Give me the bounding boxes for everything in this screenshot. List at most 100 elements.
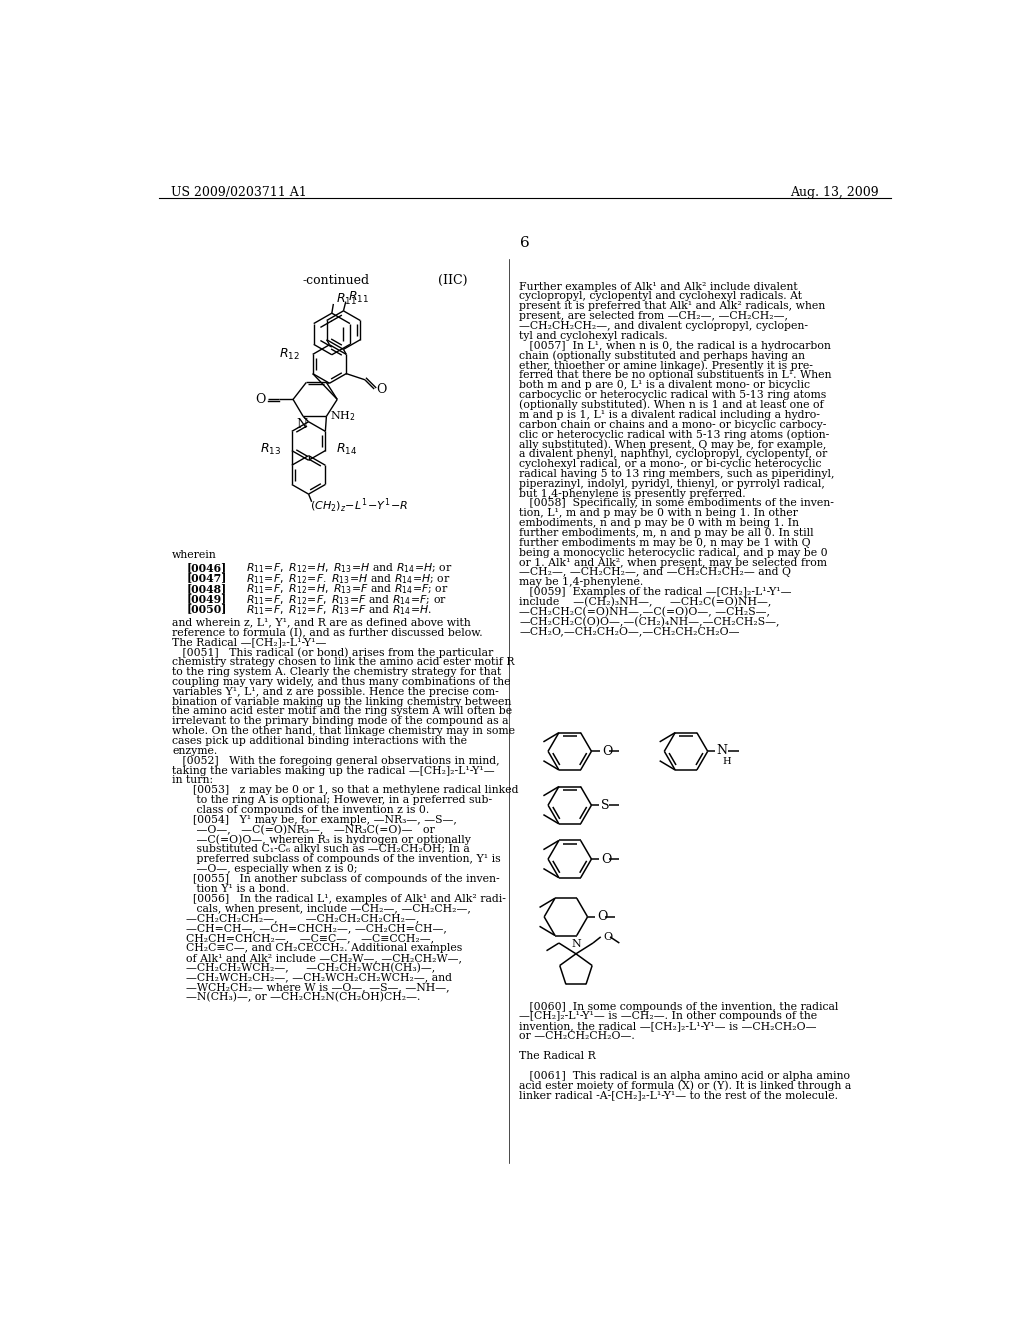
Text: —CH₂CH₂CH₂—, and divalent cyclopropyl, cyclopen-: —CH₂CH₂CH₂—, and divalent cyclopropyl, c…: [519, 321, 808, 331]
Text: enzyme.: enzyme.: [172, 746, 217, 756]
Text: [0046]: [0046]: [187, 562, 227, 573]
Text: to the ring A is optional; However, in a preferred sub-: to the ring A is optional; However, in a…: [172, 795, 493, 805]
Text: preferred subclass of compounds of the invention, Y¹ is: preferred subclass of compounds of the i…: [172, 854, 501, 865]
Text: CH₂CH=CHCH₂—,   —C≡C—,   —C≡CCH₂—,: CH₂CH=CHCH₂—, —C≡C—, —C≡CCH₂—,: [172, 933, 434, 942]
Text: the amino acid ester motif and the ring system A will often be: the amino acid ester motif and the ring …: [172, 706, 512, 717]
Text: $R_{11}\!=\!F,$ $R_{12}\!=\!H,$ $R_{13}\!=\!F$ and $R_{14}\!=\!F$; or: $R_{11}\!=\!F,$ $R_{12}\!=\!H,$ $R_{13}\…: [246, 582, 449, 597]
Text: may be 1,4-phenylene.: may be 1,4-phenylene.: [519, 577, 644, 587]
Text: ally substituted). When present, Q may be, for example,: ally substituted). When present, Q may b…: [519, 440, 826, 450]
Text: $R_{11}\!=\!F,$ $R_{12}\!=\!F,$ $R_{13}\!=\!F$ and $R_{14}\!=\!H$.: $R_{11}\!=\!F,$ $R_{12}\!=\!F,$ $R_{13}\…: [246, 603, 432, 618]
Text: cyclohexyl radical, or a mono-, or bi-cyclic heterocyclic: cyclohexyl radical, or a mono-, or bi-cy…: [519, 459, 822, 469]
Text: $(CH_2)_z\!-\!L^1\!-\!Y^1\!-\!R$: $(CH_2)_z\!-\!L^1\!-\!Y^1\!-\!R$: [310, 496, 409, 515]
Text: —CH₂WCH₂CH₂—, —CH₂WCH₂CH₂WCH₂—, and: —CH₂WCH₂CH₂—, —CH₂WCH₂CH₂WCH₂—, and: [172, 973, 453, 982]
Text: [0051]   This radical (or bond) arises from the particular: [0051] This radical (or bond) arises fro…: [172, 647, 494, 657]
Text: present, are selected from —CH₂—, —CH₂CH₂—,: present, are selected from —CH₂—, —CH₂CH…: [519, 312, 788, 321]
Text: —N(CH₃)—, or —CH₂CH₂N(CH₂OH)CH₂—.: —N(CH₃)—, or —CH₂CH₂N(CH₂OH)CH₂—.: [172, 993, 421, 1003]
Text: —CH₂CH₂WCH₂—,     —CH₂CH₂WCH(CH₃)—,: —CH₂CH₂WCH₂—, —CH₂CH₂WCH(CH₃)—,: [172, 962, 435, 973]
Text: The Radical R: The Radical R: [519, 1051, 596, 1061]
Text: cyclopropyl, cyclopentyl and cyclohexyl radicals. At: cyclopropyl, cyclopentyl and cyclohexyl …: [519, 292, 803, 301]
Text: -continued: -continued: [302, 273, 370, 286]
Text: include    —(CH₂)₃NH—,     —CH₂C(=O)NH—,: include —(CH₂)₃NH—, —CH₂C(=O)NH—,: [519, 597, 772, 607]
Text: carbocyclic or heterocyclic radical with 5-13 ring atoms: carbocyclic or heterocyclic radical with…: [519, 389, 826, 400]
Text: both m and p are 0, L¹ is a divalent mono- or bicyclic: both m and p are 0, L¹ is a divalent mon…: [519, 380, 810, 391]
Text: —[CH₂]₂-L¹-Y¹— is —CH₂—. In other compounds of the: —[CH₂]₂-L¹-Y¹— is —CH₂—. In other compou…: [519, 1011, 817, 1022]
Text: chemistry strategy chosen to link the amino acid ester motif R: chemistry strategy chosen to link the am…: [172, 657, 515, 667]
Text: [0057]  In L¹, when n is 0, the radical is a hydrocarbon: [0057] In L¹, when n is 0, the radical i…: [519, 341, 831, 351]
Text: S: S: [601, 799, 609, 812]
Text: [0048]: [0048]: [187, 582, 227, 594]
Text: US 2009/0203711 A1: US 2009/0203711 A1: [171, 186, 306, 199]
Text: chain (optionally substituted and perhaps having an: chain (optionally substituted and perhap…: [519, 351, 805, 362]
Text: tion Y¹ is a bond.: tion Y¹ is a bond.: [172, 884, 290, 894]
Text: substituted C₁-C₆ alkyl such as —CH₂CH₂OH; In a: substituted C₁-C₆ alkyl such as —CH₂CH₂O…: [172, 845, 470, 854]
Text: or 1. Alk¹ and Alk², when present, may be selected from: or 1. Alk¹ and Alk², when present, may b…: [519, 557, 827, 568]
Text: taking the variables making up the radical —[CH₂]₂-L¹-Y¹—: taking the variables making up the radic…: [172, 766, 495, 776]
Text: N: N: [296, 418, 307, 430]
Text: whole. On the other hand, that linkage chemistry may in some: whole. On the other hand, that linkage c…: [172, 726, 515, 737]
Text: [0053]   z may be 0 or 1, so that a methylene radical linked: [0053] z may be 0 or 1, so that a methyl…: [172, 785, 519, 795]
Text: [0060]  In some compounds of the invention, the radical: [0060] In some compounds of the inventio…: [519, 1002, 839, 1011]
Text: tion, L¹, m and p may be 0 with n being 1. In other: tion, L¹, m and p may be 0 with n being …: [519, 508, 799, 519]
Text: O: O: [597, 911, 607, 924]
Text: —O—, especially when z is 0;: —O—, especially when z is 0;: [172, 865, 357, 874]
Text: [0052]   With the foregoing general observations in mind,: [0052] With the foregoing general observ…: [172, 755, 500, 766]
Text: carbon chain or chains and a mono- or bicyclic carbocy-: carbon chain or chains and a mono- or bi…: [519, 420, 826, 429]
Text: embodiments, n and p may be 0 with m being 1. In: embodiments, n and p may be 0 with m bei…: [519, 519, 800, 528]
Text: ferred that there be no optional substituents in L¹. When: ferred that there be no optional substit…: [519, 371, 831, 380]
Text: present it is preferred that Alk¹ and Alk² radicals, when: present it is preferred that Alk¹ and Al…: [519, 301, 825, 312]
Text: —CH₂CH₂C(O)O—,—(CH₂)₄NH—,—CH₂CH₂S—,: —CH₂CH₂C(O)O—,—(CH₂)₄NH—,—CH₂CH₂S—,: [519, 616, 780, 627]
Text: ether, thioether or amine linkage). Presently it is pre-: ether, thioether or amine linkage). Pres…: [519, 360, 813, 371]
Text: [0058]  Specifically, in some embodiments of the inven-: [0058] Specifically, in some embodiments…: [519, 499, 835, 508]
Text: O: O: [602, 744, 612, 758]
Text: irrelevant to the primary binding mode of the compound as a: irrelevant to the primary binding mode o…: [172, 717, 509, 726]
Text: O: O: [603, 932, 612, 942]
Text: —O—,   —C(=O)NR₃—,   —NR₃C(=O)—   or: —O—, —C(=O)NR₃—, —NR₃C(=O)— or: [172, 825, 435, 836]
Text: clic or heterocyclic radical with 5-13 ring atoms (option-: clic or heterocyclic radical with 5-13 r…: [519, 429, 829, 440]
Text: invention, the radical —[CH₂]₂-L¹-Y¹— is —CH₂CH₂O—: invention, the radical —[CH₂]₂-L¹-Y¹— is…: [519, 1022, 817, 1031]
Text: Aug. 13, 2009: Aug. 13, 2009: [791, 186, 879, 199]
Text: N: N: [571, 940, 581, 949]
Text: [0059]  Examples of the radical —[CH₂]₂-L¹-Y¹—: [0059] Examples of the radical —[CH₂]₂-L…: [519, 587, 792, 597]
Text: [0055]   In another subclass of compounds of the inven-: [0055] In another subclass of compounds …: [172, 874, 500, 884]
Text: class of compounds of the invention z is 0.: class of compounds of the invention z is…: [172, 805, 429, 814]
Text: —CH₂CH₂C(=O)NH—,—C(=O)O—, —CH₂S—,: —CH₂CH₂C(=O)NH—,—C(=O)O—, —CH₂S—,: [519, 607, 770, 618]
Text: $R_{11}$: $R_{11}$: [336, 292, 356, 306]
Text: $R_{11}\!=\!F,$ $R_{12}\!=\!F,$ $R_{13}\!=\!F$ and $R_{14}\!=\!F$; or: $R_{11}\!=\!F,$ $R_{12}\!=\!F,$ $R_{13}\…: [246, 593, 446, 607]
Text: tyl and cyclohexyl radicals.: tyl and cyclohexyl radicals.: [519, 331, 668, 341]
Text: —CH₂CH₂CH₂—,        —CH₂CH₂CH₂CH₂—,: —CH₂CH₂CH₂—, —CH₂CH₂CH₂CH₂—,: [172, 913, 420, 924]
Text: $R_{12}$: $R_{12}$: [280, 347, 300, 362]
Text: $R_{14}$: $R_{14}$: [336, 441, 357, 457]
Text: linker radical -A-[CH₂]₂-L¹-Y¹— to the rest of the molecule.: linker radical -A-[CH₂]₂-L¹-Y¹— to the r…: [519, 1090, 839, 1101]
Text: CH₂C≡C—, and CH₂CECCH₂. Additional examples: CH₂C≡C—, and CH₂CECCH₂. Additional examp…: [172, 942, 463, 953]
Text: —WCH₂CH₂— where W is —O—, —S—, —NH—,: —WCH₂CH₂— where W is —O—, —S—, —NH—,: [172, 982, 450, 993]
Text: The Radical —[CH₂]₂-L¹-Y¹—: The Radical —[CH₂]₂-L¹-Y¹—: [172, 638, 327, 647]
Text: but 1,4-phenylene is presently preferred.: but 1,4-phenylene is presently preferred…: [519, 488, 746, 499]
Text: coupling may vary widely, and thus many combinations of the: coupling may vary widely, and thus many …: [172, 677, 511, 686]
Text: —CH₂O,—CH₂CH₂O—,—CH₂CH₂CH₂O—: —CH₂O,—CH₂CH₂O—,—CH₂CH₂CH₂O—: [519, 627, 740, 636]
Text: O: O: [377, 383, 387, 396]
Text: 6: 6: [520, 236, 529, 249]
Text: [0049]: [0049]: [187, 593, 227, 605]
Text: further embodiments m may be 0, n may be 1 with Q: further embodiments m may be 0, n may be…: [519, 537, 811, 548]
Text: $R_{11}\!=\!F,$ $R_{12}\!=\!H,$ $R_{13}\!=\!H$ and $R_{14}\!=\!H$; or: $R_{11}\!=\!F,$ $R_{12}\!=\!H,$ $R_{13}\…: [246, 562, 453, 576]
Text: acid ester moiety of formula (X) or (Y). It is linked through a: acid ester moiety of formula (X) or (Y).…: [519, 1080, 852, 1090]
Text: cals, when present, include —CH₂—, —CH₂CH₂—,: cals, when present, include —CH₂—, —CH₂C…: [172, 903, 471, 913]
Text: variables Y¹, L¹, and z are possible. Hence the precise com-: variables Y¹, L¹, and z are possible. He…: [172, 686, 499, 697]
Text: or —CH₂CH₂CH₂O—.: or —CH₂CH₂CH₂O—.: [519, 1031, 635, 1041]
Text: piperazinyl, indolyl, pyridyl, thienyl, or pyrrolyl radical,: piperazinyl, indolyl, pyridyl, thienyl, …: [519, 479, 825, 488]
Text: reference to formula (I), and as further discussed below.: reference to formula (I), and as further…: [172, 627, 482, 638]
Text: —C(=O)O—, wherein R₃ is hydrogen or optionally: —C(=O)O—, wherein R₃ is hydrogen or opti…: [172, 834, 471, 845]
Text: —CH=CH—, —CH=CHCH₂—, —CH₂CH=CH—,: —CH=CH—, —CH=CHCH₂—, —CH₂CH=CH—,: [172, 923, 447, 933]
Text: further embodiments, m, n and p may be all 0. In still: further embodiments, m, n and p may be a…: [519, 528, 814, 539]
Text: radical having 5 to 13 ring members, such as piperidinyl,: radical having 5 to 13 ring members, suc…: [519, 469, 835, 479]
Text: O: O: [256, 393, 266, 407]
Text: [0054]   Y¹ may be, for example, —NR₃—, —S—,: [0054] Y¹ may be, for example, —NR₃—, —S…: [172, 814, 457, 825]
Text: $R_{11}\!=\!F,$ $R_{12}\!=\!F.$ $R_{13}\!=\!H$ and $R_{14}\!=\!H$; or: $R_{11}\!=\!F,$ $R_{12}\!=\!F.$ $R_{13}\…: [246, 573, 451, 586]
Text: —CH₂—, —CH₂CH₂—, and —CH₂CH₂CH₂— and Q: —CH₂—, —CH₂CH₂—, and —CH₂CH₂CH₂— and Q: [519, 568, 792, 577]
Text: Further examples of Alk¹ and Alk² include divalent: Further examples of Alk¹ and Alk² includ…: [519, 281, 798, 292]
Text: bination of variable making up the linking chemistry between: bination of variable making up the linki…: [172, 697, 512, 706]
Text: wherein: wherein: [172, 549, 217, 560]
Text: a divalent phenyl, naphthyl, cyclopropyl, cyclopentyl, or: a divalent phenyl, naphthyl, cyclopropyl…: [519, 449, 827, 459]
Text: $R_{13}$: $R_{13}$: [260, 441, 281, 457]
Text: [0047]: [0047]: [186, 573, 227, 583]
